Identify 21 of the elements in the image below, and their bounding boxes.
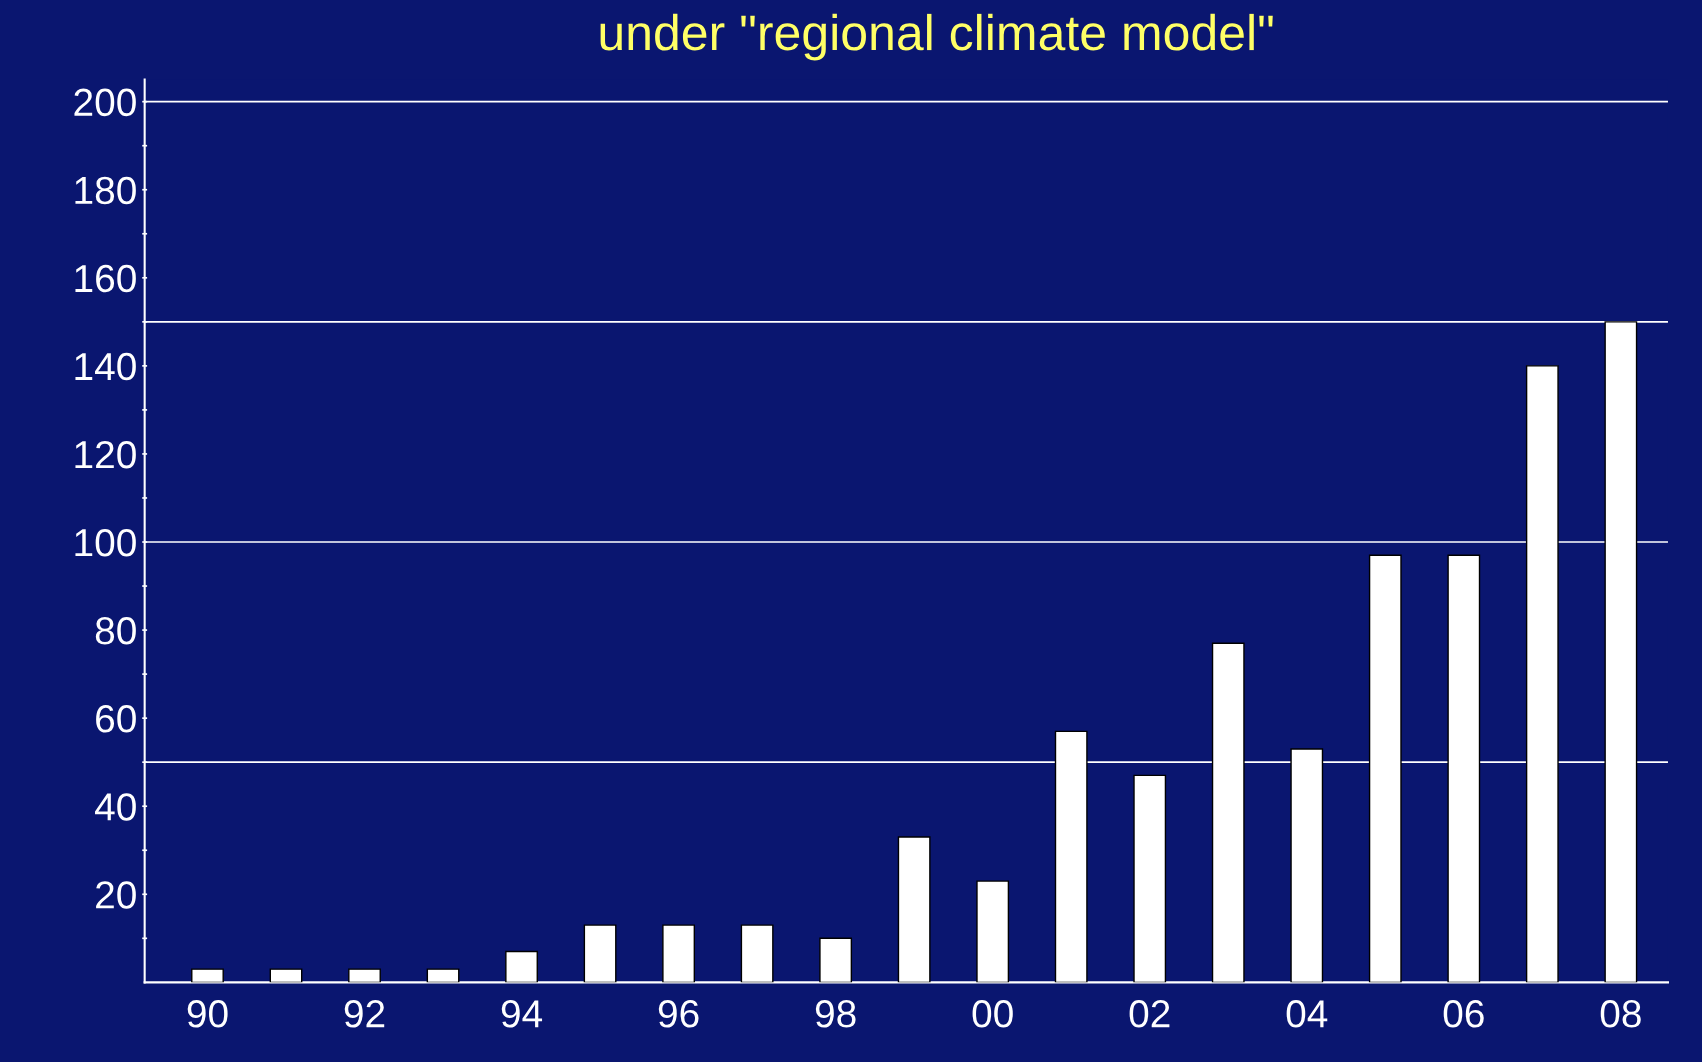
x-tick-label: 08	[1600, 1000, 1641, 1028]
y-tick-label: 160	[75, 264, 136, 293]
y-tick-label: 60	[96, 705, 136, 733]
y-tick-label: 180	[75, 176, 136, 205]
x-tick-label: 04	[1286, 1000, 1328, 1028]
x-tick-label: 96	[658, 1000, 699, 1028]
x-tick-label: 06	[1443, 1000, 1484, 1028]
x-tick-label: 00	[972, 1000, 1013, 1028]
y-tick-label: 200	[74, 88, 136, 117]
x-tick-label: 94	[501, 1000, 543, 1028]
y-tick-label: 140	[75, 352, 136, 381]
y-tick-label: 80	[95, 617, 136, 645]
y-tick-label: 100	[75, 528, 136, 557]
chart-title: under "regional climate model"	[600, 13, 1273, 61]
x-tick-label: 02	[1129, 1000, 1170, 1028]
y-tick-label: 40	[95, 793, 136, 821]
x-tick-label: 90	[187, 1000, 228, 1028]
y-tick-label: 120	[75, 440, 136, 469]
x-tick-label: 98	[815, 1000, 856, 1028]
y-tick-label: 20	[96, 881, 136, 909]
x-tick-label: 92	[344, 1000, 385, 1028]
